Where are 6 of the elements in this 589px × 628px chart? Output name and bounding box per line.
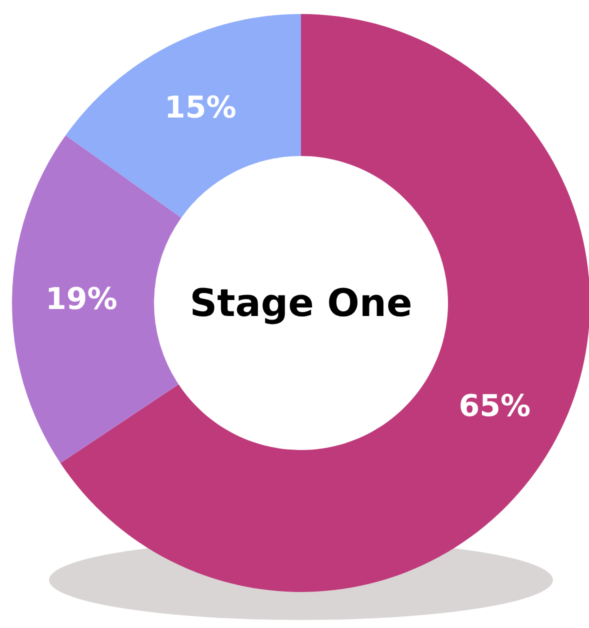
data-label: 65% xyxy=(458,389,531,424)
data-label: 19% xyxy=(45,282,118,318)
donut-slice xyxy=(66,14,301,218)
donut-slice xyxy=(12,135,182,464)
text: Stage One xyxy=(190,281,412,325)
data-label: 15% xyxy=(164,90,236,126)
